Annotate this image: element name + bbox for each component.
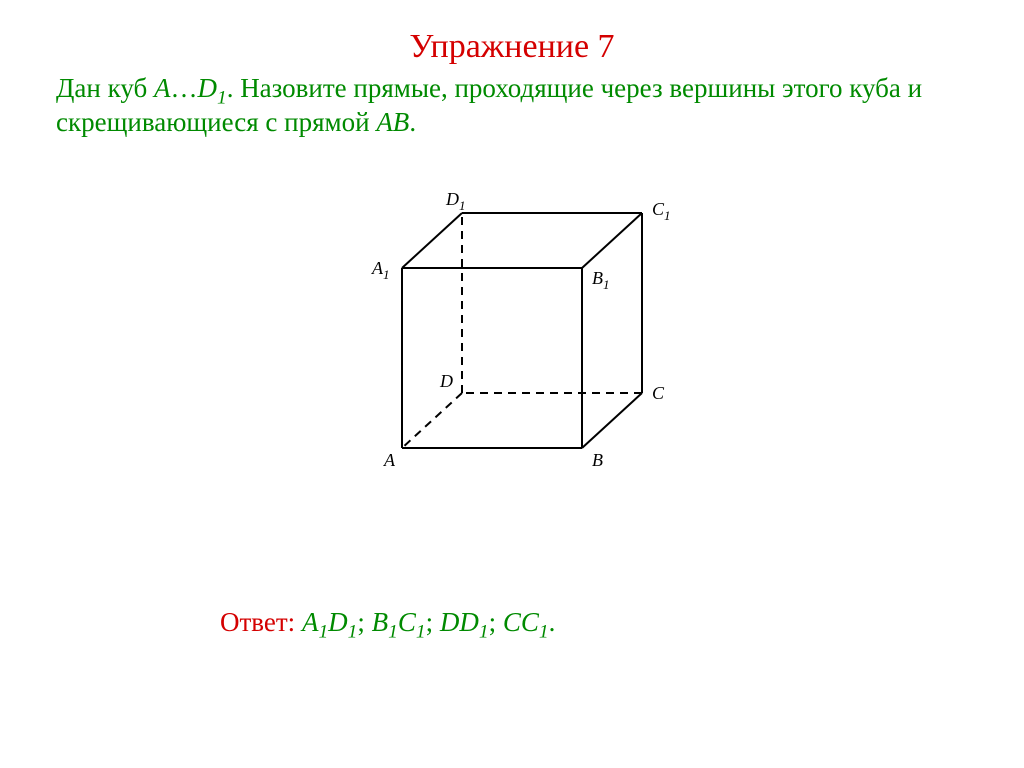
problem-pre: Дан куб bbox=[56, 73, 154, 103]
problem-text: Дан куб A…D1. Назовите прямые, проходящи… bbox=[56, 72, 968, 140]
edge-D1-A1 bbox=[402, 213, 462, 268]
edge-B1-C1 bbox=[582, 213, 642, 268]
answer-body: A1D1; B1C1; DD1; CC1. bbox=[302, 607, 555, 637]
answer-row: Ответ: A1D1; B1C1; DD1; CC1. bbox=[0, 607, 1024, 638]
problem-post: . bbox=[409, 107, 416, 137]
vertex-label-C: C bbox=[652, 383, 665, 403]
vertex-label-A: A bbox=[383, 450, 396, 470]
cube-edges bbox=[402, 213, 642, 448]
vertex-label-B: B bbox=[592, 450, 603, 470]
cube-labels: A B C D A1 B1 C1 D1 bbox=[371, 189, 671, 470]
edge-name: AB bbox=[376, 107, 409, 137]
vertex-label-B1: B1 bbox=[592, 268, 610, 292]
cube-ellipsis: … bbox=[170, 73, 197, 103]
cube-name-lhs: A bbox=[154, 73, 171, 103]
edge-D-A bbox=[402, 393, 462, 448]
vertex-label-C1: C1 bbox=[652, 199, 671, 223]
page: Упражнение 7 Дан куб A…D1. Назовите прям… bbox=[0, 0, 1024, 768]
cube-rhs-base: D bbox=[197, 73, 217, 103]
cube-rhs-sub: 1 bbox=[217, 87, 227, 108]
vertex-label-D: D bbox=[439, 371, 453, 391]
vertex-label-D1: D1 bbox=[445, 189, 466, 213]
exercise-title: Упражнение 7 bbox=[56, 28, 968, 66]
answer-label: Ответ: bbox=[220, 607, 295, 637]
vertex-label-A1: A1 bbox=[371, 258, 390, 282]
figure-wrapper: A B C D A1 B1 C1 D1 bbox=[56, 148, 968, 488]
cube-name-rhs: D1 bbox=[197, 73, 226, 103]
cube-diagram: A B C D A1 B1 C1 D1 bbox=[342, 148, 682, 488]
edge-B-C bbox=[582, 393, 642, 448]
